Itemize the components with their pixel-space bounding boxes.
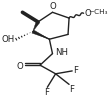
Text: O: O — [17, 62, 23, 71]
Text: ~CH₃: ~CH₃ — [88, 9, 108, 15]
Text: NH: NH — [55, 48, 68, 57]
Text: O: O — [49, 2, 56, 11]
Text: F: F — [73, 66, 78, 75]
Polygon shape — [33, 21, 40, 31]
Polygon shape — [32, 30, 49, 39]
Text: O: O — [84, 9, 91, 18]
Text: OH: OH — [2, 35, 15, 44]
Text: F: F — [70, 85, 75, 94]
Text: F: F — [44, 88, 49, 97]
